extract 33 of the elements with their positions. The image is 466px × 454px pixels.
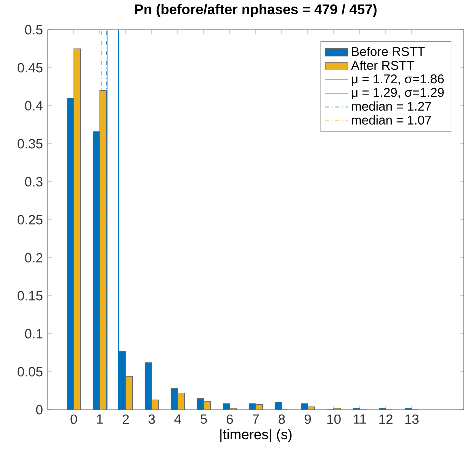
- legend-label: Before RSTT: [352, 47, 425, 56]
- y-tick-label: 0: [36, 405, 43, 415]
- y-tick-label: 0.35: [18, 139, 43, 149]
- y-tick-label: 0.15: [18, 291, 43, 301]
- x-axis-title: |timeres| (s): [220, 429, 292, 443]
- chart-title: Pn (before/after nphases = 479 / 457): [135, 4, 377, 18]
- x-tick-label: 7: [252, 414, 260, 424]
- legend-label: median = 1.27: [352, 102, 432, 112]
- legend-label: After RSTT: [351, 60, 414, 70]
- y-tick-label: 0.05: [18, 367, 43, 377]
- y-tick-label: 0.5: [25, 25, 43, 35]
- x-tick-label: 8: [278, 414, 286, 424]
- x-tick-label: 0: [70, 414, 78, 424]
- x-tick-label: 3: [148, 414, 156, 424]
- x-tick-label: 9: [304, 414, 312, 424]
- x-tick-label: 1: [97, 414, 104, 424]
- y-tick-label: 0.1: [25, 329, 43, 339]
- legend-label: μ = 1.72, σ=1.86: [352, 74, 444, 86]
- legend-label: μ = 1.29, σ=1.29: [352, 88, 444, 100]
- x-tick-label: 6: [226, 414, 234, 424]
- x-tick-label: 2: [122, 414, 130, 424]
- y-tick-label: 0.3: [25, 177, 43, 187]
- y-tick-label: 0.25: [18, 215, 43, 225]
- x-tick-label: 11: [354, 414, 366, 424]
- legend-label: median = 1.07: [352, 116, 432, 125]
- x-tick-label: 13: [406, 414, 419, 424]
- y-tick-label: 0.45: [18, 63, 43, 73]
- y-tick-label: 0.4: [25, 101, 43, 111]
- x-tick-label: 10: [328, 414, 341, 424]
- x-tick-label: 4: [174, 414, 182, 424]
- y-tick-label: 0.2: [25, 253, 43, 263]
- x-tick-label: 5: [200, 414, 208, 424]
- x-tick-label: 12: [380, 414, 393, 424]
